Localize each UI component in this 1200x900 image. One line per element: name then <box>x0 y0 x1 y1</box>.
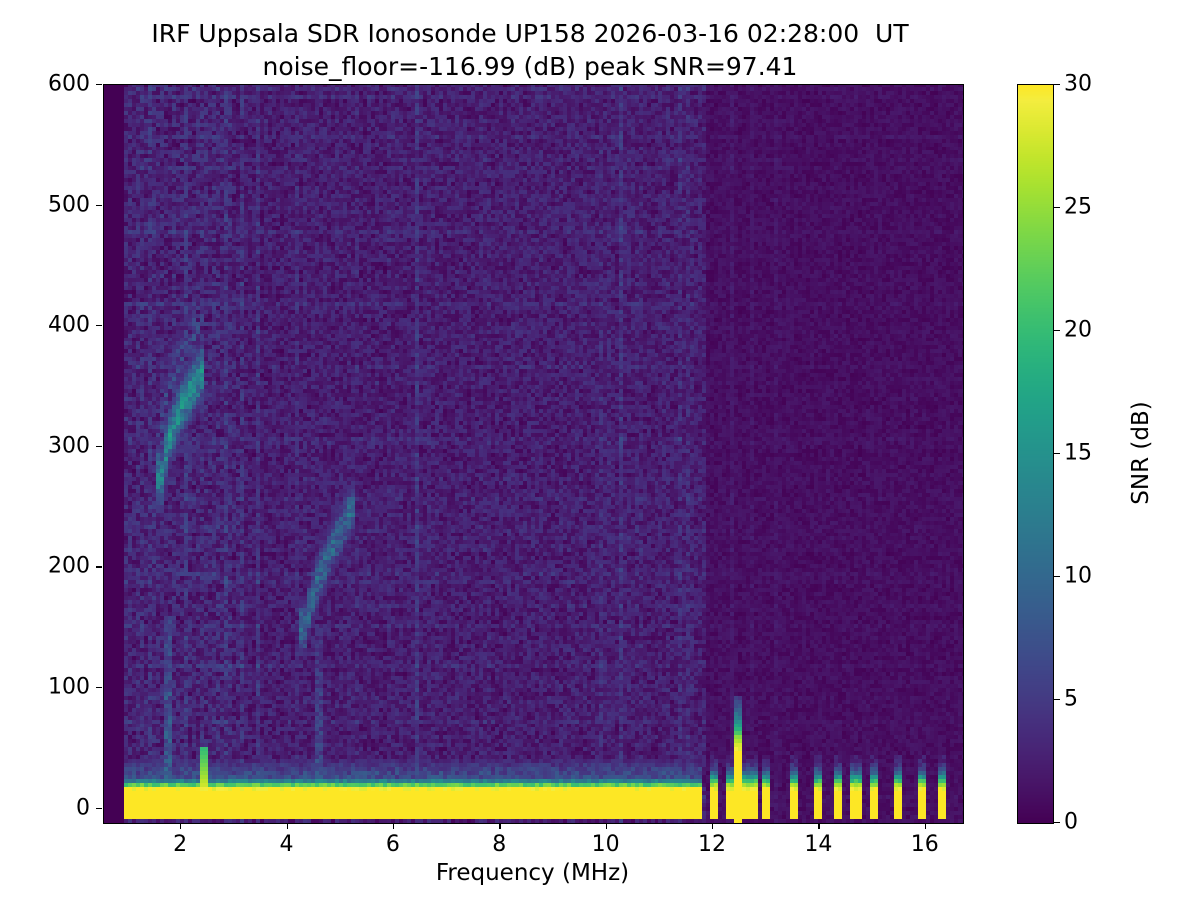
colorbar-tick-10 <box>1054 576 1060 578</box>
y-tick-0 <box>96 807 102 809</box>
colorbar-ticklabel-0: 0 <box>1064 809 1078 835</box>
y-tick-400 <box>96 325 102 327</box>
colorbar-gradient <box>1018 85 1053 823</box>
colorbar-ticklabel-10: 10 <box>1064 563 1092 589</box>
y-tick-100 <box>96 686 102 689</box>
ionogram-heatmap <box>104 85 963 823</box>
x-tick-4 <box>286 823 288 829</box>
colorbar-ticklabel-25: 25 <box>1064 194 1092 220</box>
y-ticklabel-100: 100 <box>48 674 90 700</box>
colorbar-ticklabel-5: 5 <box>1064 686 1078 712</box>
x-tick-16 <box>924 823 927 829</box>
colorbar <box>1017 84 1054 824</box>
x-ticklabel-6: 6 <box>385 832 400 857</box>
y-tick-200 <box>96 566 102 568</box>
y-ticklabel-600: 600 <box>48 71 90 97</box>
x-tick-14 <box>818 823 820 829</box>
x-tick-2 <box>180 823 182 829</box>
y-ticklabel-300: 300 <box>48 433 90 459</box>
title-line-1: IRF Uppsala SDR Ionosonde UP158 2026-03-… <box>151 19 909 48</box>
colorbar-label: SNR (dB) <box>1128 401 1154 505</box>
y-tick-300 <box>96 445 102 448</box>
x-tick-10 <box>605 823 607 829</box>
y-ticklabel-400: 400 <box>48 312 90 338</box>
title-line-2: noise_floor=-116.99 (dB) peak SNR=97.41 <box>262 51 798 81</box>
colorbar-tick-5 <box>1054 699 1060 701</box>
colorbar-ticklabel-30: 30 <box>1064 71 1092 97</box>
y-tick-600 <box>96 84 102 86</box>
colorbar-tick-25 <box>1054 207 1060 209</box>
x-ticklabel-10: 10 <box>591 832 620 857</box>
colorbar-ticklabel-20: 20 <box>1064 317 1092 343</box>
x-tick-6 <box>392 823 395 829</box>
colorbar-tick-30 <box>1054 84 1060 86</box>
y-ticklabel-200: 200 <box>48 553 90 579</box>
figure-title: IRF Uppsala SDR Ionosonde UP158 2026-03-… <box>0 18 1060 83</box>
y-ticklabel-0: 0 <box>76 795 90 821</box>
x-ticklabel-16: 16 <box>910 832 939 857</box>
colorbar-tick-15 <box>1054 453 1060 455</box>
x-tick-8 <box>499 823 501 829</box>
x-ticklabel-14: 14 <box>804 832 833 857</box>
plot-axes <box>103 84 964 824</box>
y-ticklabel-500: 500 <box>48 192 90 218</box>
x-ticklabel-8: 8 <box>492 832 507 857</box>
x-ticklabel-2: 2 <box>173 832 188 857</box>
y-tick-500 <box>96 204 102 206</box>
x-axis-label: Frequency (MHz) <box>435 860 630 886</box>
colorbar-tick-20 <box>1054 330 1060 332</box>
x-ticklabel-4: 4 <box>279 832 294 857</box>
x-tick-12 <box>712 823 714 829</box>
colorbar-ticklabel-15: 15 <box>1064 440 1092 466</box>
x-ticklabel-12: 12 <box>698 832 726 857</box>
colorbar-tick-0 <box>1054 822 1060 824</box>
